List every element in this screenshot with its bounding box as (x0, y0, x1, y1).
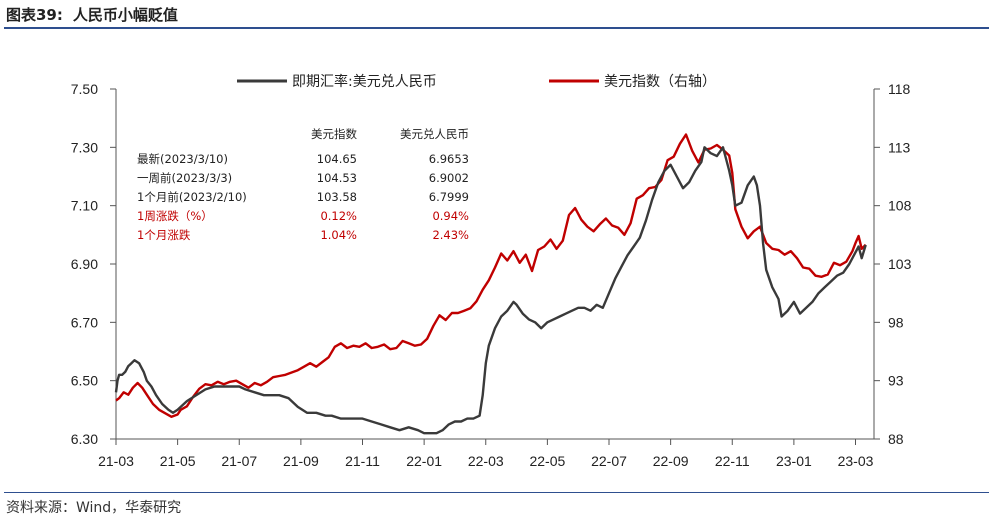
figure-header: 图表39: 人民币小幅贬值 (6, 4, 178, 25)
table-cell: 104.53 (317, 171, 357, 185)
y-right-tick-label: 113 (888, 139, 911, 155)
x-tick-label: 22-01 (406, 453, 442, 469)
legend: 即期汇率:美元兑人民币 美元指数（右轴） (237, 73, 716, 90)
table-header-usd-index: 美元指数 (311, 127, 357, 141)
source-note: 资料来源：Wind，华泰研究 (6, 500, 182, 516)
y-right-tick-label: 103 (888, 256, 912, 272)
y-left-tick-label: 6.30 (71, 431, 98, 447)
header-rule (4, 27, 989, 29)
x-tick-label: 21-07 (221, 453, 257, 469)
table-cell: 2.43% (432, 228, 469, 242)
y-right-tick-label: 93 (888, 373, 904, 389)
legend-label-series2: 美元指数（右轴） (604, 74, 716, 90)
series-line-usd-index (115, 133, 867, 418)
x-tick-label: 23-01 (776, 453, 812, 469)
y-right-tick-label: 88 (888, 431, 904, 447)
x-tick-label: 22-07 (591, 453, 627, 469)
y-left-tick-label: 7.10 (71, 198, 98, 214)
x-tick-label: 21-11 (345, 453, 380, 469)
x-tick-labels: 21-03 21-05 21-07 21-09 21-11 22-01 22-03 22-05… (98, 439, 874, 469)
x-tick-label: 21-05 (160, 453, 196, 469)
table-cell: 0.94% (432, 209, 469, 223)
y-right-tick-label: 98 (888, 314, 904, 330)
table-row-label: 1个月涨跌 (137, 228, 191, 242)
x-tick-label: 22-05 (529, 453, 565, 469)
y-left-tick-labels: 7.50 7.30 7.10 6.90 6.70 6.50 6.30 (71, 81, 116, 447)
x-tick-label: 22-03 (468, 453, 504, 469)
table-cell: 1.04% (320, 228, 357, 242)
y-right-tick-label: 118 (888, 81, 911, 97)
footer-rule (4, 492, 989, 493)
figure-label: 图表39: (6, 6, 63, 24)
y-left-tick-label: 7.50 (71, 81, 98, 97)
table-cell: 0.12% (320, 209, 357, 223)
x-tick-label: 22-09 (653, 453, 689, 469)
figure-title: 人民币小幅贬值 (72, 6, 178, 24)
legend-label-series1: 即期汇率:美元兑人民币 (292, 73, 437, 90)
y-left-tick-label: 6.90 (71, 256, 98, 272)
series-layer (114, 133, 867, 435)
y-left-tick-label: 7.30 (71, 139, 98, 155)
y-right-tick-labels: 118 113 108 103 98 93 88 (874, 81, 912, 447)
x-tick-label: 23-03 (838, 453, 874, 469)
x-tick-label: 22-11 (715, 453, 750, 469)
table-cell: 104.65 (317, 152, 357, 166)
table-row-label: 最新(2023/3/10) (137, 152, 228, 166)
table-cell: 6.9653 (429, 152, 469, 166)
table-header-usdcny: 美元兑人民币 (400, 127, 469, 141)
table-row-label: 1周涨跌（%） (137, 209, 213, 223)
x-tick-label: 21-03 (98, 453, 134, 469)
table-cell: 103.58 (317, 190, 357, 204)
y-left-tick-label: 6.70 (71, 314, 98, 330)
table-cell: 6.9002 (429, 171, 469, 185)
y-right-tick-label: 108 (888, 198, 912, 214)
x-tick-label: 21-09 (283, 453, 319, 469)
series-line-usdcny (114, 146, 867, 435)
table-cell: 6.7999 (429, 190, 469, 204)
table-row-label: 1个月前(2023/2/10) (137, 190, 247, 204)
summary-table: 美元指数 美元兑人民币 最新(2023/3/10) 104.65 6.9653 … (137, 127, 469, 242)
y-left-tick-label: 6.50 (71, 373, 98, 389)
table-row-label: 一周前(2023/3/3) (137, 171, 232, 185)
